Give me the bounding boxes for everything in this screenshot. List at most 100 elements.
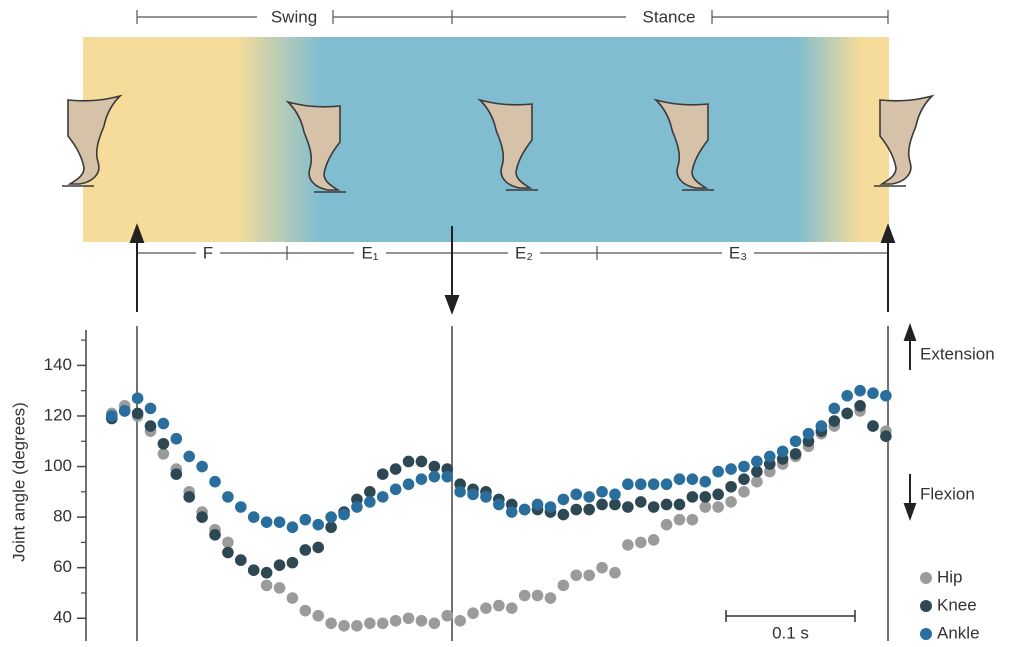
- y-tick-label: 120: [44, 405, 72, 424]
- data-point: [557, 508, 570, 521]
- data-point: [351, 501, 363, 513]
- y-axis-label: Joint angle (degrees): [9, 402, 28, 562]
- data-point: [131, 407, 144, 420]
- data-point: [725, 496, 737, 508]
- data-point: [725, 480, 737, 493]
- data-point: [441, 609, 454, 622]
- data-point: [389, 614, 402, 627]
- data-point: [673, 498, 686, 511]
- data-point: [364, 617, 376, 630]
- data-point: [634, 478, 647, 491]
- data-point: [828, 415, 841, 427]
- data-point: [376, 617, 389, 630]
- phase-label: Stance: [643, 7, 696, 26]
- legend-marker: [920, 572, 932, 584]
- data-point: [157, 417, 170, 430]
- subphase-label: E₃: [729, 243, 747, 262]
- data-point: [854, 384, 866, 397]
- data-point: [867, 387, 879, 400]
- data-point: [609, 566, 621, 579]
- data-point: [196, 460, 208, 473]
- data-point: [209, 529, 221, 541]
- data-point: [247, 511, 260, 523]
- data-point: [260, 566, 273, 579]
- y-tick-label: 140: [44, 355, 72, 374]
- data-point: [557, 579, 570, 592]
- data-point: [789, 435, 802, 448]
- data-point: [402, 478, 415, 491]
- data-point: [544, 592, 557, 604]
- data-point: [622, 501, 634, 513]
- legend-label: Hip: [937, 567, 963, 586]
- data-point: [634, 536, 647, 549]
- data-point: [622, 478, 634, 491]
- data-point: [699, 475, 712, 488]
- data-point: [583, 569, 595, 582]
- data-point: [235, 501, 247, 513]
- data-point: [557, 493, 570, 506]
- data-point: [222, 546, 234, 559]
- scale-bar-label: 0.1 s: [772, 623, 809, 642]
- data-point: [493, 498, 505, 511]
- data-point: [480, 602, 492, 614]
- subphase-label: E₁: [361, 243, 378, 262]
- data-point: [738, 473, 750, 485]
- data-point: [364, 496, 376, 508]
- data-point: [299, 513, 312, 526]
- data-point: [273, 559, 286, 571]
- data-point: [673, 473, 686, 485]
- subphase-bracket: [137, 246, 888, 260]
- data-point: [299, 604, 312, 617]
- data-point: [389, 463, 402, 475]
- data-point: [273, 516, 286, 528]
- data-point: [131, 392, 144, 405]
- data-point: [815, 420, 828, 432]
- data-point: [570, 488, 583, 501]
- data-point: [738, 486, 750, 498]
- data-point: [222, 491, 234, 503]
- data-point: [286, 521, 299, 534]
- data-point: [699, 491, 712, 503]
- data-point: [299, 544, 312, 556]
- data-point: [376, 468, 389, 480]
- data-point: [660, 478, 673, 491]
- data-point: [144, 402, 157, 415]
- data-point: [841, 389, 853, 402]
- data-point: [454, 486, 466, 498]
- data-point: [286, 592, 299, 604]
- data-point: [428, 617, 441, 630]
- data-point: [531, 498, 544, 511]
- data-point: [880, 389, 892, 402]
- data-point: [880, 430, 892, 442]
- data-point: [712, 501, 724, 513]
- data-point: [325, 521, 337, 534]
- data-point: [544, 501, 557, 513]
- data-point: [596, 486, 608, 498]
- legend-marker: [920, 628, 932, 640]
- data-point: [660, 518, 673, 531]
- subphase-label: F: [203, 243, 213, 262]
- data-point: [570, 569, 583, 582]
- phase-lines: [136, 326, 889, 641]
- data-point: [467, 607, 479, 619]
- data-point: [673, 513, 686, 526]
- data-point: [686, 473, 699, 485]
- data-point: [647, 501, 660, 513]
- data-point: [247, 564, 260, 577]
- data-point: [209, 475, 221, 488]
- data-point: [157, 437, 170, 450]
- data-point: [222, 536, 234, 549]
- data-point: [144, 420, 157, 432]
- data-point: [454, 614, 466, 627]
- data-point: [338, 508, 350, 521]
- data-point: [596, 561, 608, 574]
- data-point: [828, 402, 841, 415]
- data-point: [415, 473, 428, 485]
- data-point: [312, 541, 325, 554]
- data-point: [170, 468, 183, 480]
- data-point: [712, 488, 724, 501]
- data-point: [467, 488, 479, 501]
- data-point: [751, 465, 763, 478]
- direction-label: Flexion: [920, 484, 975, 503]
- data-point: [725, 463, 737, 475]
